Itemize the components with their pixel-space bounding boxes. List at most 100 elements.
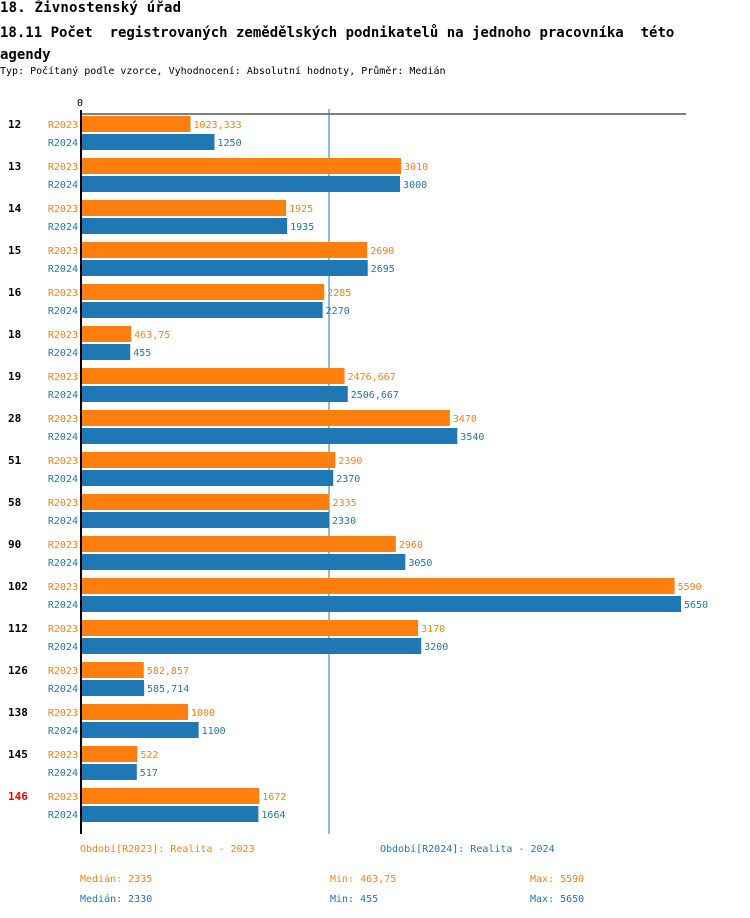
bar-r2023 [82,158,402,174]
series-label-r2023: R2023 [48,204,78,215]
series-label-r2023: R2023 [48,330,78,341]
bar-r2024 [82,470,334,486]
bar-r2023 [82,452,336,468]
category-label: 58 [8,496,21,509]
bar-r2023 [82,200,287,216]
series-label-r2023: R2023 [48,750,78,761]
category-label: 15 [8,244,21,257]
category-label: 112 [8,622,28,635]
data-label-r2023: 2335 [333,498,357,509]
bar-r2023 [82,704,189,720]
data-label-r2024: 3050 [408,558,432,569]
data-label-r2024: 2330 [332,516,356,527]
bar-r2024 [82,428,458,444]
category-label: 19 [8,370,21,383]
data-label-r2024: 3540 [460,432,484,443]
bar-r2023 [82,662,144,678]
data-label-r2024: 1664 [261,810,285,821]
category-label: 16 [8,286,22,299]
stat-max-2023: Max: 5590 [530,874,585,885]
series-label-r2023: R2023 [48,372,78,383]
bar-r2023 [82,410,450,426]
chart-description: Typ: Počítaný podle vzorce, Vyhodnocení:… [0,66,446,77]
bar-r2023 [82,746,138,762]
bar-r2024 [82,638,422,654]
series-label-r2023: R2023 [48,540,78,551]
bar-r2023 [82,494,330,510]
data-label-r2024: 1935 [290,222,314,233]
series-label-r2023: R2023 [48,456,78,467]
series-label-r2023: R2023 [48,414,78,425]
series-label-r2024: R2024 [48,348,78,359]
bar-r2023 [82,116,191,132]
data-label-r2024: 5650 [684,600,708,611]
category-label: 138 [8,706,28,719]
page-title: 18. Živnostenský úřad [0,0,182,16]
data-label-r2024: 2270 [326,306,350,317]
series-label-r2023: R2023 [48,582,78,593]
series-label-r2023: R2023 [48,666,78,677]
bar-r2024 [82,302,323,318]
bar-r2023 [82,620,419,636]
data-label-r2023: 2476,667 [348,372,396,383]
series-label-r2024: R2024 [48,222,78,233]
series-label-r2023: R2023 [48,246,78,257]
series-label-r2024: R2024 [48,768,78,779]
data-label-r2024: 1250 [218,138,242,149]
bar-r2023 [82,578,675,594]
bar-r2024 [82,554,406,570]
data-label-r2023: 1672 [262,792,286,803]
category-label: 102 [8,580,28,593]
series-label-r2023: R2023 [48,120,78,131]
stat-min-2024: Min: 455 [330,894,379,905]
series-label-r2024: R2024 [48,684,78,695]
bar-r2023 [82,788,260,804]
stat-max-2024: Max: 5650 [530,894,585,905]
data-label-r2023: 2960 [399,540,423,551]
data-label-r2023: 5590 [678,582,702,593]
series-label-r2024: R2024 [48,516,78,527]
data-label-r2023: 582,857 [147,666,189,677]
category-label: 18 [8,328,21,341]
series-label-r2023: R2023 [48,624,78,635]
data-label-r2023: 2390 [338,456,362,467]
category-label: 14 [8,202,22,215]
series-label-r2024: R2024 [48,810,78,821]
x-tick-label: 0 [77,98,83,109]
data-label-r2024: 3200 [424,642,448,653]
data-label-r2023: 2690 [370,246,394,257]
category-label: 90 [8,538,21,551]
bar-r2024 [82,806,259,822]
series-label-r2024: R2024 [48,264,78,275]
data-label-r2023: 3470 [453,414,477,425]
category-label: 145 [8,748,28,761]
bar-r2024 [82,764,137,780]
bar-r2024 [82,680,145,696]
bar-r2024 [82,218,288,234]
series-label-r2024: R2024 [48,432,78,443]
legend-period-2023: Období[R2023]: Realita - 2023 [80,844,255,855]
data-label-r2024: 2695 [371,264,395,275]
series-label-r2024: R2024 [48,306,78,317]
series-label-r2024: R2024 [48,600,78,611]
data-label-r2023: 3010 [404,162,428,173]
chart-title: 18.11 Počet registrovaných zemědělských … [0,25,683,63]
bar-chart: 0 12 R2023 1023,333 R2024 1250 13 R2023 3010 R202… [8,98,708,834]
data-label-r2024: 1100 [202,726,226,737]
category-label: 146 [8,790,28,803]
stat-median-2023: Medián: 2335 [80,874,153,885]
data-label-r2023: 2285 [327,288,351,299]
series-label-r2024: R2024 [48,474,78,485]
category-label: 28 [8,412,21,425]
bar-r2024 [82,176,401,192]
legend-period-2024: Období[R2024]: Realita - 2024 [380,844,555,855]
data-label-r2024: 585,714 [147,684,189,695]
series-label-r2024: R2024 [48,642,78,653]
series-label-r2024: R2024 [48,180,78,191]
series-label-r2024: R2024 [48,558,78,569]
data-label-r2023: 1023,333 [193,120,241,131]
category-label: 13 [8,160,21,173]
stat-min-2023: Min: 463,75 [330,874,397,885]
data-label-r2024: 3000 [403,180,427,191]
data-label-r2023: 1925 [289,204,313,215]
